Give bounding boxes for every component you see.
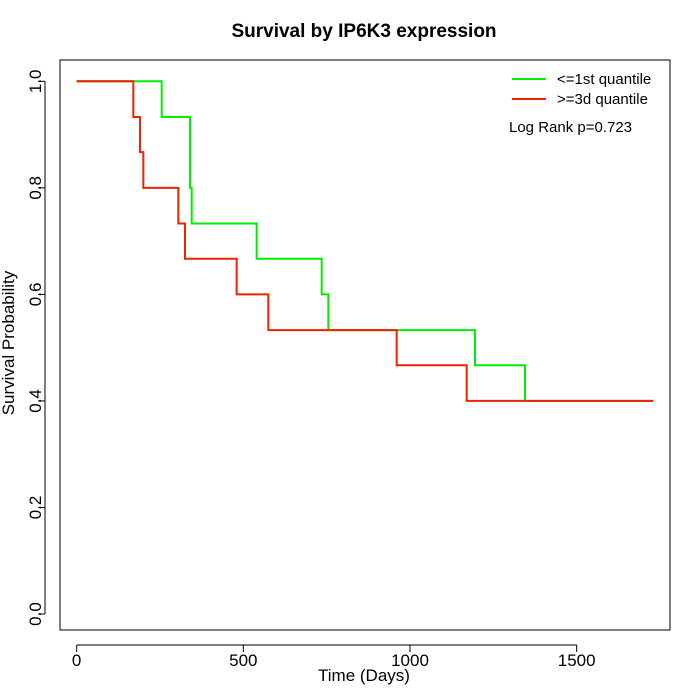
- y-tick-label: 0.6: [26, 283, 45, 307]
- x-tick-label: 0: [72, 651, 81, 670]
- x-tick-label: 1000: [391, 651, 429, 670]
- y-tick-label: 0.2: [26, 496, 45, 520]
- y-tick-label: 1.0: [26, 69, 45, 93]
- series-layer: [76, 80, 654, 402]
- x-axis: 0 500 1000 1500: [72, 644, 596, 670]
- x-tick-label: 1500: [558, 651, 596, 670]
- log-rank-annotation: Log Rank p=0.723: [509, 119, 632, 136]
- y-tick-label: 0.8: [26, 176, 45, 200]
- y-tick-label: 0.4: [26, 389, 45, 413]
- series-line-1: [76, 80, 654, 402]
- series-line-2: [76, 80, 654, 402]
- y-axis-label: Survival Probability: [0, 270, 18, 415]
- legend-label-q3: >=3d quantile: [557, 91, 648, 108]
- y-axis: 0.0 0.2 0.4 0.6 0.8 1.0: [26, 69, 46, 626]
- legend: <=1st quantile >=3d quantile: [512, 71, 651, 108]
- legend-label-q1: <=1st quantile: [557, 71, 651, 88]
- y-tick-label: 0.0: [26, 602, 45, 626]
- x-axis-label: Time (Days): [318, 666, 410, 685]
- chart-title: Survival by IP6K3 expression: [231, 21, 496, 42]
- plot-frame: [59, 59, 671, 631]
- x-tick-label: 500: [229, 651, 257, 670]
